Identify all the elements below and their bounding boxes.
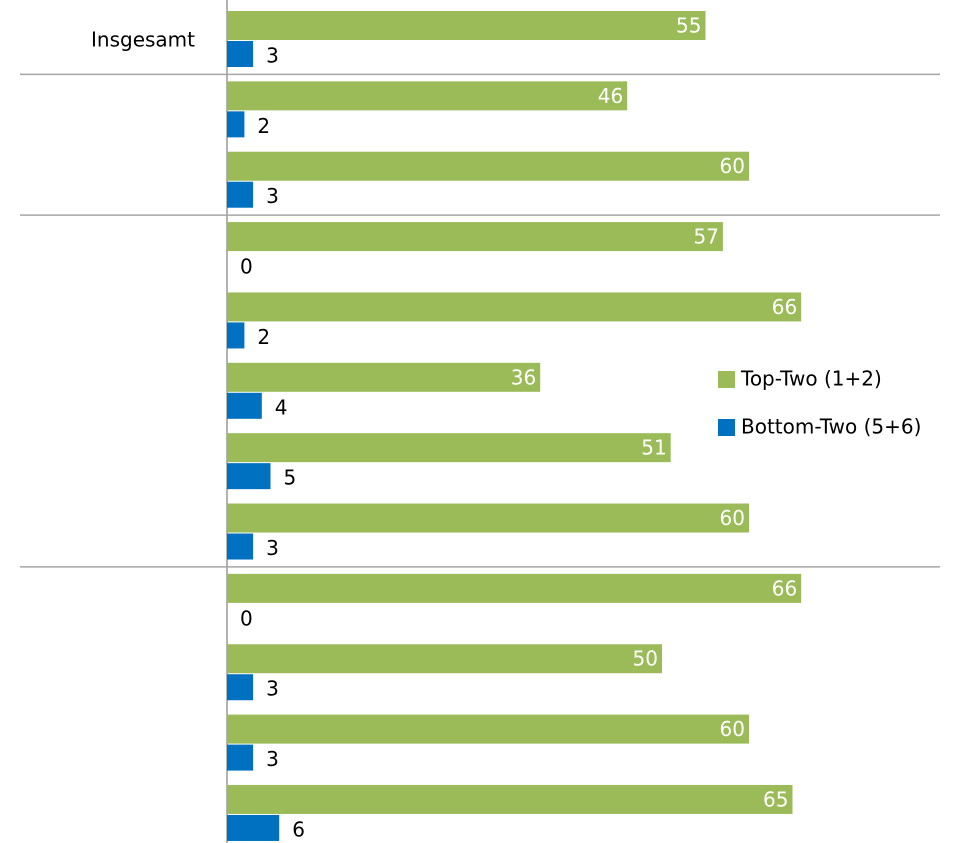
value-label: 2 bbox=[257, 114, 270, 138]
bar bbox=[227, 714, 749, 744]
value-label: 3 bbox=[266, 44, 279, 68]
bar bbox=[227, 814, 280, 841]
category-label: Insgesamt bbox=[91, 28, 195, 52]
bar bbox=[227, 322, 245, 349]
bar bbox=[227, 744, 254, 771]
bar bbox=[227, 784, 793, 814]
value-label: 0 bbox=[240, 255, 253, 279]
value-label: 65 bbox=[763, 787, 788, 811]
bar bbox=[227, 181, 254, 208]
value-label: 0 bbox=[240, 606, 253, 630]
value-label: 6 bbox=[292, 817, 305, 841]
value-label: 66 bbox=[772, 576, 797, 600]
bar bbox=[227, 41, 254, 67]
legend-swatch bbox=[718, 419, 735, 436]
bar bbox=[227, 644, 662, 674]
value-label: 60 bbox=[720, 506, 745, 530]
bar bbox=[227, 222, 723, 252]
legend-swatch bbox=[718, 371, 735, 388]
bar bbox=[227, 111, 245, 138]
bar bbox=[227, 362, 541, 392]
value-label: 4 bbox=[275, 395, 288, 419]
bar bbox=[227, 292, 802, 322]
bar bbox=[227, 11, 706, 40]
value-label: 3 bbox=[266, 747, 279, 771]
value-label: 50 bbox=[633, 647, 658, 671]
value-label: 2 bbox=[257, 325, 270, 349]
bar bbox=[227, 81, 628, 111]
bar bbox=[227, 674, 254, 701]
bar bbox=[227, 573, 802, 603]
bar bbox=[227, 392, 262, 419]
value-label: 60 bbox=[720, 717, 745, 741]
bar bbox=[227, 503, 749, 533]
bar bbox=[227, 463, 271, 490]
bar bbox=[227, 433, 671, 463]
value-label: 3 bbox=[266, 677, 279, 701]
value-label: 36 bbox=[511, 365, 536, 389]
value-label: 66 bbox=[772, 295, 797, 319]
value-label: 55 bbox=[676, 14, 701, 38]
value-label: 46 bbox=[598, 84, 623, 108]
bar bbox=[227, 151, 749, 181]
legend-label: Top-Two (1+2) bbox=[740, 367, 882, 391]
value-label: 3 bbox=[266, 536, 279, 560]
value-label: 5 bbox=[284, 466, 297, 490]
value-label: 57 bbox=[693, 225, 718, 249]
bar bbox=[227, 533, 254, 560]
value-label: 51 bbox=[641, 436, 666, 460]
value-label: 60 bbox=[720, 154, 745, 178]
legend-label: Bottom-Two (5+6) bbox=[741, 415, 921, 439]
value-label: 3 bbox=[266, 184, 279, 208]
